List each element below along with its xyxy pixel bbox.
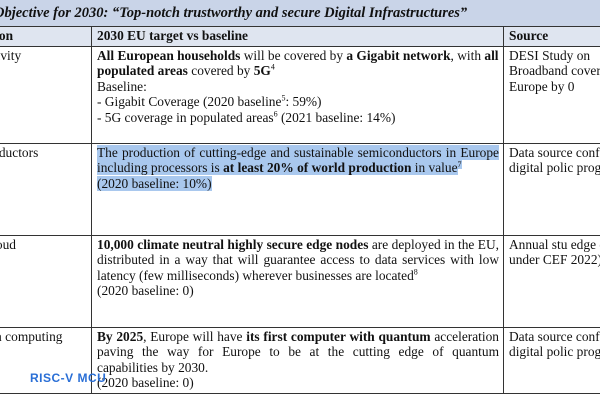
target-bold: all populated areas: [97, 47, 499, 79]
source-cell: Annual stu edge depl under CEF 2022): [503, 234, 600, 328]
baseline-line: (2020 baseline: 0): [97, 375, 194, 390]
target-cell: 10,000 climate neutral highly secure edg…: [91, 234, 504, 328]
table-row-quantum: Quantum computing By 2025, Europe will h…: [0, 326, 600, 394]
target-bold: All European households: [97, 47, 241, 63]
baseline-bullet: - Gigabit Coverage (2020 baseline5: 59%): [97, 94, 499, 110]
targets-table: Dimension 2030 EU target vs baseline Sou…: [0, 26, 600, 394]
footnote-ref: 4: [270, 62, 275, 72]
table-row-edge-cloud: Edge/Cloud 10,000 climate neutral highly…: [0, 234, 600, 328]
baseline-bullet: - 5G coverage in populated areas6 (2021 …: [97, 110, 499, 126]
highlighted-bold-text[interactable]: at least 20% of world production: [223, 160, 412, 175]
target-text: , with: [450, 47, 485, 63]
target-bold: By 2025: [97, 328, 144, 344]
target-bold: a Gigabit network: [346, 47, 451, 63]
target-text: will be covered by: [240, 47, 347, 63]
target-bold: 5G: [253, 63, 271, 78]
target-text: covered by: [187, 63, 254, 78]
footnote-ref: 6: [273, 109, 278, 119]
target-cell: All European households will be covered …: [91, 45, 504, 144]
highlighted-baseline[interactable]: (2020 baseline: 10%): [97, 175, 212, 191]
source-cell: Data source confirmed digital polic prog…: [503, 142, 600, 236]
footnote-ref: 5: [281, 93, 286, 103]
bullet-text: : 59%): [285, 94, 322, 109]
target-bold: 10,000 climate neutral highly secure edg…: [97, 236, 369, 252]
dimension-cell: Connectivity: [0, 45, 92, 144]
objective-title: Objective for 2030: “Top-notch trustwort…: [0, 5, 468, 21]
table-header-row: Dimension 2030 EU target vs baseline Sou…: [0, 26, 600, 47]
highlighted-text[interactable]: The production of cutting-edge and susta…: [97, 144, 499, 175]
target-cell: The production of cutting-edge and susta…: [91, 142, 504, 236]
dimension-cell: Edge/Cloud: [0, 234, 92, 328]
watermark-logo: RISC-V MCU: [30, 371, 107, 385]
table-row-connectivity: Connectivity All European households wil…: [0, 45, 600, 144]
bullet-text: - 5G coverage in populated areas: [97, 109, 274, 125]
header-dimension: Dimension: [0, 26, 92, 47]
objective-banner: Objective for 2030: “Top-notch trustwort…: [0, 0, 600, 27]
target-bold: its first computer with quantum: [246, 328, 431, 344]
source-cell: Data source confirmed digital polic prog…: [503, 326, 600, 394]
footnote-ref: 8: [413, 267, 418, 277]
target-text: are deployed in the EU, distributed in a…: [97, 236, 499, 283]
table-row-semiconductors: Semiconductors The production of cutting…: [0, 142, 600, 236]
baseline-line: (2020 baseline: 10%): [97, 175, 499, 192]
bullet-text: (2021 baseline: 14%): [277, 109, 396, 125]
target-text: acceleration paving the way for Europe t…: [97, 328, 500, 375]
footnote-ref: 7: [457, 159, 462, 169]
highlighted-text[interactable]: in value: [411, 160, 458, 175]
dimension-cell: Semiconductors: [0, 142, 92, 236]
target-text: , Europe will have: [143, 328, 247, 344]
bullet-text: - Gigabit Coverage (2020 baseline: [97, 94, 282, 109]
baseline-label: Baseline:: [97, 78, 147, 94]
header-target: 2030 EU target vs baseline: [91, 26, 504, 47]
target-cell: By 2025, Europe will have its first comp…: [91, 326, 504, 394]
header-source: Source: [503, 26, 600, 47]
baseline-line: (2020 baseline: 0): [97, 283, 194, 298]
dimension-cell: Quantum computing: [0, 326, 92, 394]
source-cell: DESI Study on Broadband coverage in Euro…: [503, 45, 600, 144]
